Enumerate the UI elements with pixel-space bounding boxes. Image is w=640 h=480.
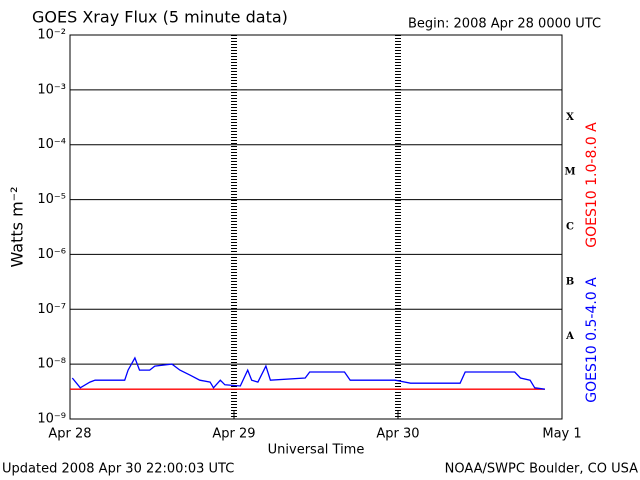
- class-label: X: [566, 112, 574, 123]
- x-axis-label: Universal Time: [268, 443, 365, 458]
- x-tick-label: Apr 30: [376, 427, 419, 442]
- y-tick-label: 10⁻⁷: [37, 302, 66, 317]
- footer-right: NOAA/SWPC Boulder, CO USA: [445, 462, 638, 477]
- class-label: C: [566, 222, 574, 233]
- x-tick-label: Apr 29: [212, 427, 255, 442]
- x-tick-label: Apr 28: [48, 427, 91, 442]
- legend-label: GOES10 0.5-4.0 A: [584, 277, 600, 403]
- footer-left: Updated 2008 Apr 30 22:00:03 UTC: [2, 462, 234, 477]
- chart-subtitle: Begin: 2008 Apr 28 0000 UTC: [408, 17, 601, 32]
- y-tick-label: 10⁻⁶: [37, 247, 66, 262]
- class-label: B: [566, 276, 574, 287]
- y-tick-label: 10⁻⁸: [37, 357, 66, 372]
- y-axis-label: Watts m⁻²: [8, 186, 27, 267]
- series-line: [71, 356, 545, 390]
- y-tick-label: 10⁻³: [37, 82, 66, 97]
- chart-title: GOES Xray Flux (5 minute data): [32, 8, 288, 27]
- plot-frame: [69, 34, 563, 420]
- legend-label: GOES10 1.0-8.0 A: [584, 122, 600, 248]
- class-label: A: [565, 331, 574, 342]
- y-tick-label: 10⁻⁹: [37, 412, 66, 427]
- y-tick-label: 10⁻⁴: [37, 137, 66, 152]
- y-tick-label: 10⁻⁵: [37, 192, 66, 207]
- class-label: M: [564, 167, 575, 178]
- y-tick-label: 10⁻²: [37, 28, 66, 43]
- x-tick-label: May 1: [542, 427, 581, 442]
